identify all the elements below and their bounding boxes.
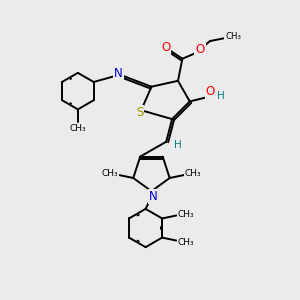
Text: N: N (114, 67, 123, 80)
Text: N: N (148, 190, 157, 203)
Text: O: O (195, 44, 205, 56)
Text: CH₃: CH₃ (70, 124, 86, 133)
Text: CH₃: CH₃ (101, 169, 118, 178)
Text: O: O (206, 85, 215, 98)
Text: CH₃: CH₃ (177, 209, 194, 218)
Text: O: O (161, 41, 170, 54)
Text: CH₃: CH₃ (225, 32, 241, 41)
Text: S: S (136, 106, 143, 119)
Text: CH₃: CH₃ (185, 169, 202, 178)
Text: CH₃: CH₃ (177, 238, 194, 247)
Text: H: H (173, 140, 181, 150)
Text: H: H (218, 91, 225, 100)
